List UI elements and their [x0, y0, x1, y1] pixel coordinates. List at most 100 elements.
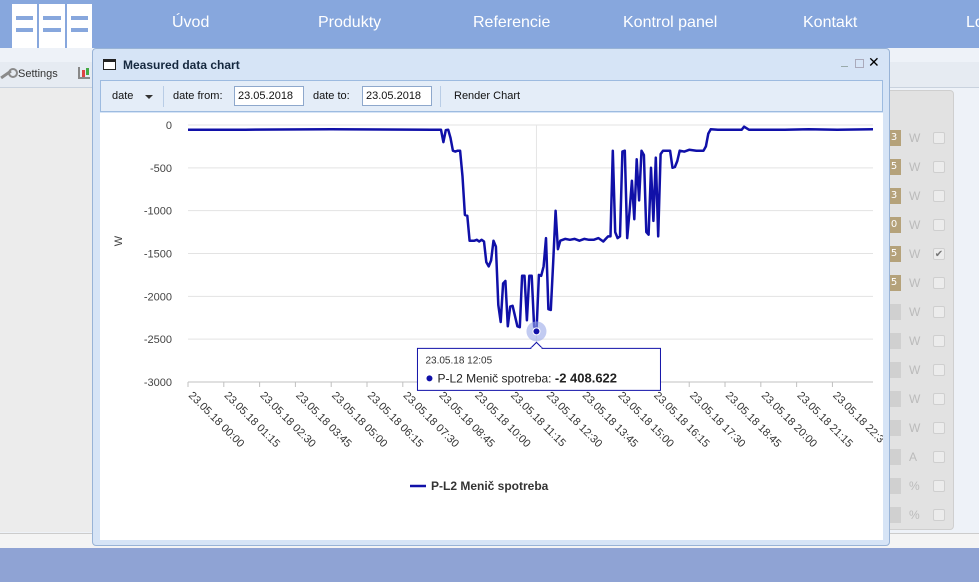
measurement-unit: W	[909, 363, 921, 377]
y-tick-label: -2500	[144, 334, 172, 346]
y-axis-label: W	[113, 235, 125, 246]
tooltip-series-marker	[426, 375, 433, 382]
bar-chart-icon[interactable]	[78, 67, 90, 79]
measurement-value: 5	[887, 246, 901, 262]
measurement-checkbox[interactable]	[933, 480, 945, 492]
measurement-value: 0	[887, 217, 901, 233]
y-tick-label: -3000	[144, 377, 172, 389]
legend-item[interactable]: P-L2 Menič spotreba	[431, 479, 549, 493]
toolbar-divider	[440, 86, 441, 107]
tooltip-time: 23.05.18 12:05	[425, 355, 492, 366]
measurement-checkbox[interactable]	[933, 277, 945, 289]
footer-bar	[0, 548, 979, 582]
measurement-row: W	[887, 360, 955, 380]
close-icon[interactable]: ✕	[868, 55, 880, 71]
settings-link[interactable]: Settings	[0, 68, 58, 80]
nav-item-uvod[interactable]: Úvod	[172, 14, 210, 31]
tooltip-pointer-mask	[531, 347, 542, 350]
measurement-value	[887, 449, 901, 465]
company-logo[interactable]	[12, 4, 92, 48]
nav-item-kontakt[interactable]: Kontakt	[803, 14, 858, 31]
measurement-value	[887, 362, 901, 378]
measurement-value	[887, 478, 901, 494]
measurement-checkbox[interactable]	[933, 393, 945, 405]
measurement-row: A	[887, 447, 955, 467]
y-tick-label: 0	[166, 120, 172, 132]
hover-point	[532, 327, 541, 336]
tooltip-box	[416, 347, 661, 391]
measurement-checkbox[interactable]	[933, 161, 945, 173]
measurement-value	[887, 333, 901, 349]
measurement-checkbox[interactable]	[933, 219, 945, 231]
measurement-row: W	[887, 389, 955, 409]
tooltip-series-name: P-L2 Menič spotreba: -2 408.622	[437, 370, 617, 385]
measurement-row: %	[887, 476, 955, 496]
measurement-unit: W	[909, 131, 921, 145]
tooltip-value: -2 408.622	[555, 370, 617, 385]
chart-area: 0 -500 -1000 -1500 -2000 -2500 -3000 W 23.05.18 …	[100, 113, 886, 540]
measurement-checkbox[interactable]	[933, 364, 945, 376]
date-from-input[interactable]: 23.05.2018	[234, 86, 304, 106]
measurement-checkbox[interactable]	[933, 190, 945, 202]
series-line	[188, 125, 874, 333]
wrench-icon	[0, 68, 18, 80]
top-nav-bar: Úvod Produkty Referencie Kontrol panel K…	[0, 0, 979, 48]
y-tick-label: -1000	[144, 206, 172, 218]
y-tick-label: -1500	[144, 249, 172, 261]
left-panel	[0, 88, 92, 532]
measurement-row: %	[887, 505, 955, 525]
measurement-unit: W	[909, 392, 921, 406]
measurement-value: 5	[887, 275, 901, 291]
measurement-checkbox[interactable]	[933, 509, 945, 521]
measurement-unit: W	[909, 247, 921, 261]
measurement-checkbox[interactable]	[933, 132, 945, 144]
date-to-input[interactable]: 23.05.2018	[362, 86, 432, 106]
measurement-unit: %	[909, 479, 920, 493]
measurement-checkbox[interactable]	[933, 306, 945, 318]
measurement-value: 3	[887, 130, 901, 146]
minimize-button[interactable]	[839, 57, 851, 69]
measurement-unit: W	[909, 189, 921, 203]
chart-window: Measured data chart ✕ date date from: 23…	[92, 48, 890, 546]
window-titlebar[interactable]: Measured data chart ✕	[93, 49, 889, 79]
measurement-unit: W	[909, 276, 921, 290]
settings-label: Settings	[18, 68, 58, 80]
measurement-unit: A	[909, 450, 918, 464]
measurement-unit: W	[909, 305, 921, 319]
y-tick-label: -500	[150, 163, 172, 175]
measurement-value: 5	[887, 159, 901, 175]
nav-item-kontrol-panel[interactable]: Kontrol panel	[623, 14, 718, 31]
measurement-checkbox[interactable]: ✔	[933, 248, 945, 260]
measurement-value	[887, 304, 901, 320]
window-icon	[103, 59, 116, 70]
toolbar-divider	[163, 86, 164, 107]
measurement-unit: W	[909, 421, 921, 435]
date-from-label: date from:	[173, 90, 223, 102]
measurement-row: W	[887, 331, 955, 351]
maximize-button[interactable]	[853, 57, 865, 69]
tooltip-pointer	[530, 341, 543, 349]
measurement-unit: W	[909, 160, 921, 174]
measurement-row: W	[887, 418, 955, 438]
measurement-unit: W	[909, 218, 921, 232]
date-to-label: date to:	[313, 90, 350, 102]
measurement-checkbox[interactable]	[933, 335, 945, 347]
nav-item-produkty[interactable]: Produkty	[318, 14, 382, 31]
measurement-value	[887, 507, 901, 523]
mode-select[interactable]: date	[112, 90, 134, 102]
render-chart-button[interactable]: Render Chart	[454, 90, 521, 102]
chart-toolbar: date date from: 23.05.2018 date to: 23.0…	[100, 80, 883, 112]
measurement-checkbox[interactable]	[933, 422, 945, 434]
measurement-checkbox[interactable]	[933, 451, 945, 463]
measurement-unit: %	[909, 508, 920, 522]
line-chart[interactable]: 0 -500 -1000 -1500 -2000 -2500 -3000 W 23.05.18 …	[100, 113, 886, 540]
chevron-down-icon[interactable]	[145, 95, 153, 99]
nav-item-referencie[interactable]: Referencie	[473, 14, 551, 31]
measurement-row: W	[887, 302, 955, 322]
nav-item-login[interactable]: Lo	[966, 14, 979, 31]
